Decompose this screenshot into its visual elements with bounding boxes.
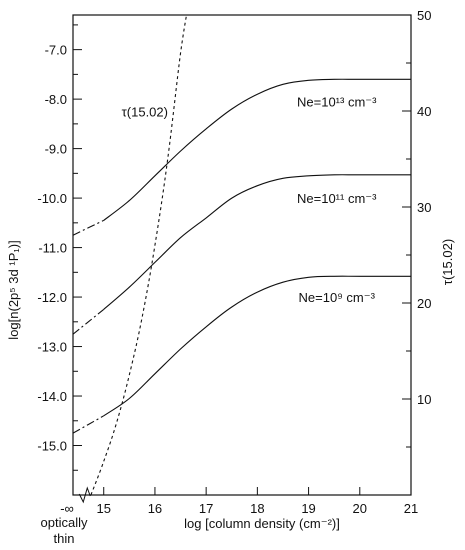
- y-right-tick-label: 20: [417, 296, 431, 311]
- annotation-ne-1011-cm-3: Ne=10¹¹ cm⁻³: [297, 191, 377, 206]
- y-left-tick-label: -11.0: [38, 241, 67, 256]
- y-left-tick-label: -14.0: [37, 389, 67, 404]
- annotation-ne-1013-cm-3: Ne=10¹³ cm⁻³: [297, 95, 377, 110]
- series-ne-1011-cm-3-dashed-segment: [73, 308, 105, 335]
- x-tick-label: 18: [250, 501, 264, 516]
- x-tick-label: 16: [148, 501, 162, 516]
- x-sublabel-line2: thin: [54, 531, 75, 546]
- y-left-tick-label: -15.0: [37, 439, 67, 454]
- x-tick-label: -∞: [60, 501, 74, 516]
- x-tick-label: 15: [96, 501, 110, 516]
- y-right-tick-label: 10: [417, 392, 431, 407]
- series-15-02-line: [90, 15, 188, 495]
- y-left-tick-label: -9.0: [45, 142, 67, 157]
- annotations: τ(15.02) Ne=10¹³ cm⁻³ Ne=10¹¹ cm⁻³ Ne=10⁹ c…: [122, 95, 377, 305]
- x-tick-label: 17: [199, 501, 213, 516]
- plot-frame: [72, 14, 412, 496]
- x-axis-break: [78, 486, 91, 504]
- axis-ticks: [73, 14, 412, 504]
- series-ne-1013-cm-3-line: [103, 78, 411, 221]
- y-left-tick-label: -13.0: [37, 340, 67, 355]
- series-ne-1013-cm-3-dashed-segment: [73, 219, 104, 236]
- x-tick-label: 21: [404, 501, 418, 516]
- y-right-axis-label: τ(15.02): [440, 239, 455, 285]
- x-tick-label: 19: [301, 501, 315, 516]
- x-axis-label: log [column density (cm⁻²)]: [184, 516, 340, 531]
- tick-labels: -∞ 15 16 17 18 19 20 21 -7.0 -8.0 -9.0 -10.0 -11.0 -1…: [37, 8, 431, 516]
- y-left-tick-label: -8.0: [45, 92, 67, 107]
- y-right-tick-label: 30: [417, 200, 431, 215]
- y-left-tick-label: -12.0: [37, 290, 67, 305]
- y-right-tick-label: 50: [417, 8, 431, 23]
- series-ne-109-cm-3-line: [103, 275, 411, 417]
- y-left-tick-label: -7.0: [45, 43, 67, 58]
- y-left-tick-label: -10.0: [37, 191, 67, 206]
- series-group: [73, 15, 411, 495]
- annotation-15-02: τ(15.02): [122, 104, 168, 119]
- series-ne-109-cm-3-dashed-segment: [73, 415, 104, 434]
- series-ne-1011-cm-3-line: [103, 174, 411, 310]
- y-right-tick-label: 40: [417, 104, 431, 119]
- y-left-axis-label: log[n(2p⁵ 3d ¹P₁)]: [6, 240, 21, 339]
- annotation-ne-109-cm-3: Ne=10⁹ cm⁻³: [299, 290, 376, 305]
- x-sublabel-line1: optically: [41, 515, 88, 530]
- x-tick-label: 20: [353, 501, 367, 516]
